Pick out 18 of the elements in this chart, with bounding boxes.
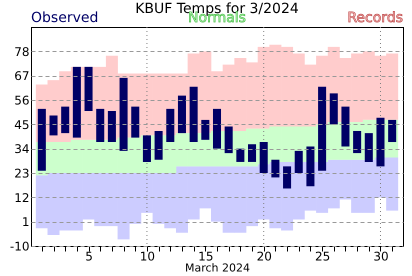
x-tick-label: 25 bbox=[314, 250, 330, 264]
x-tick-label: 20 bbox=[256, 250, 272, 264]
x-tick-label: 5 bbox=[85, 250, 93, 264]
x-axis-title: March 2024 bbox=[184, 262, 250, 274]
y-tick-label: 1 bbox=[22, 215, 30, 230]
x-tick-label: 10 bbox=[140, 250, 156, 264]
y-tick-label: 56 bbox=[14, 94, 30, 108]
y-tick-label: 23 bbox=[14, 166, 30, 180]
series-label: Records bbox=[347, 10, 403, 26]
y-tick-label: 12 bbox=[14, 190, 30, 205]
y-tick-label: -10 bbox=[10, 240, 30, 254]
y-tick-label: 78 bbox=[14, 44, 30, 59]
text: Observed bbox=[31, 10, 98, 26]
y-tick-label: 34 bbox=[14, 142, 30, 156]
x-tick-label: 30 bbox=[373, 250, 389, 264]
y-tick-label: 45 bbox=[14, 118, 30, 132]
x-tick-label: 15 bbox=[198, 250, 214, 264]
y-tick-label: 67 bbox=[14, 69, 30, 84]
